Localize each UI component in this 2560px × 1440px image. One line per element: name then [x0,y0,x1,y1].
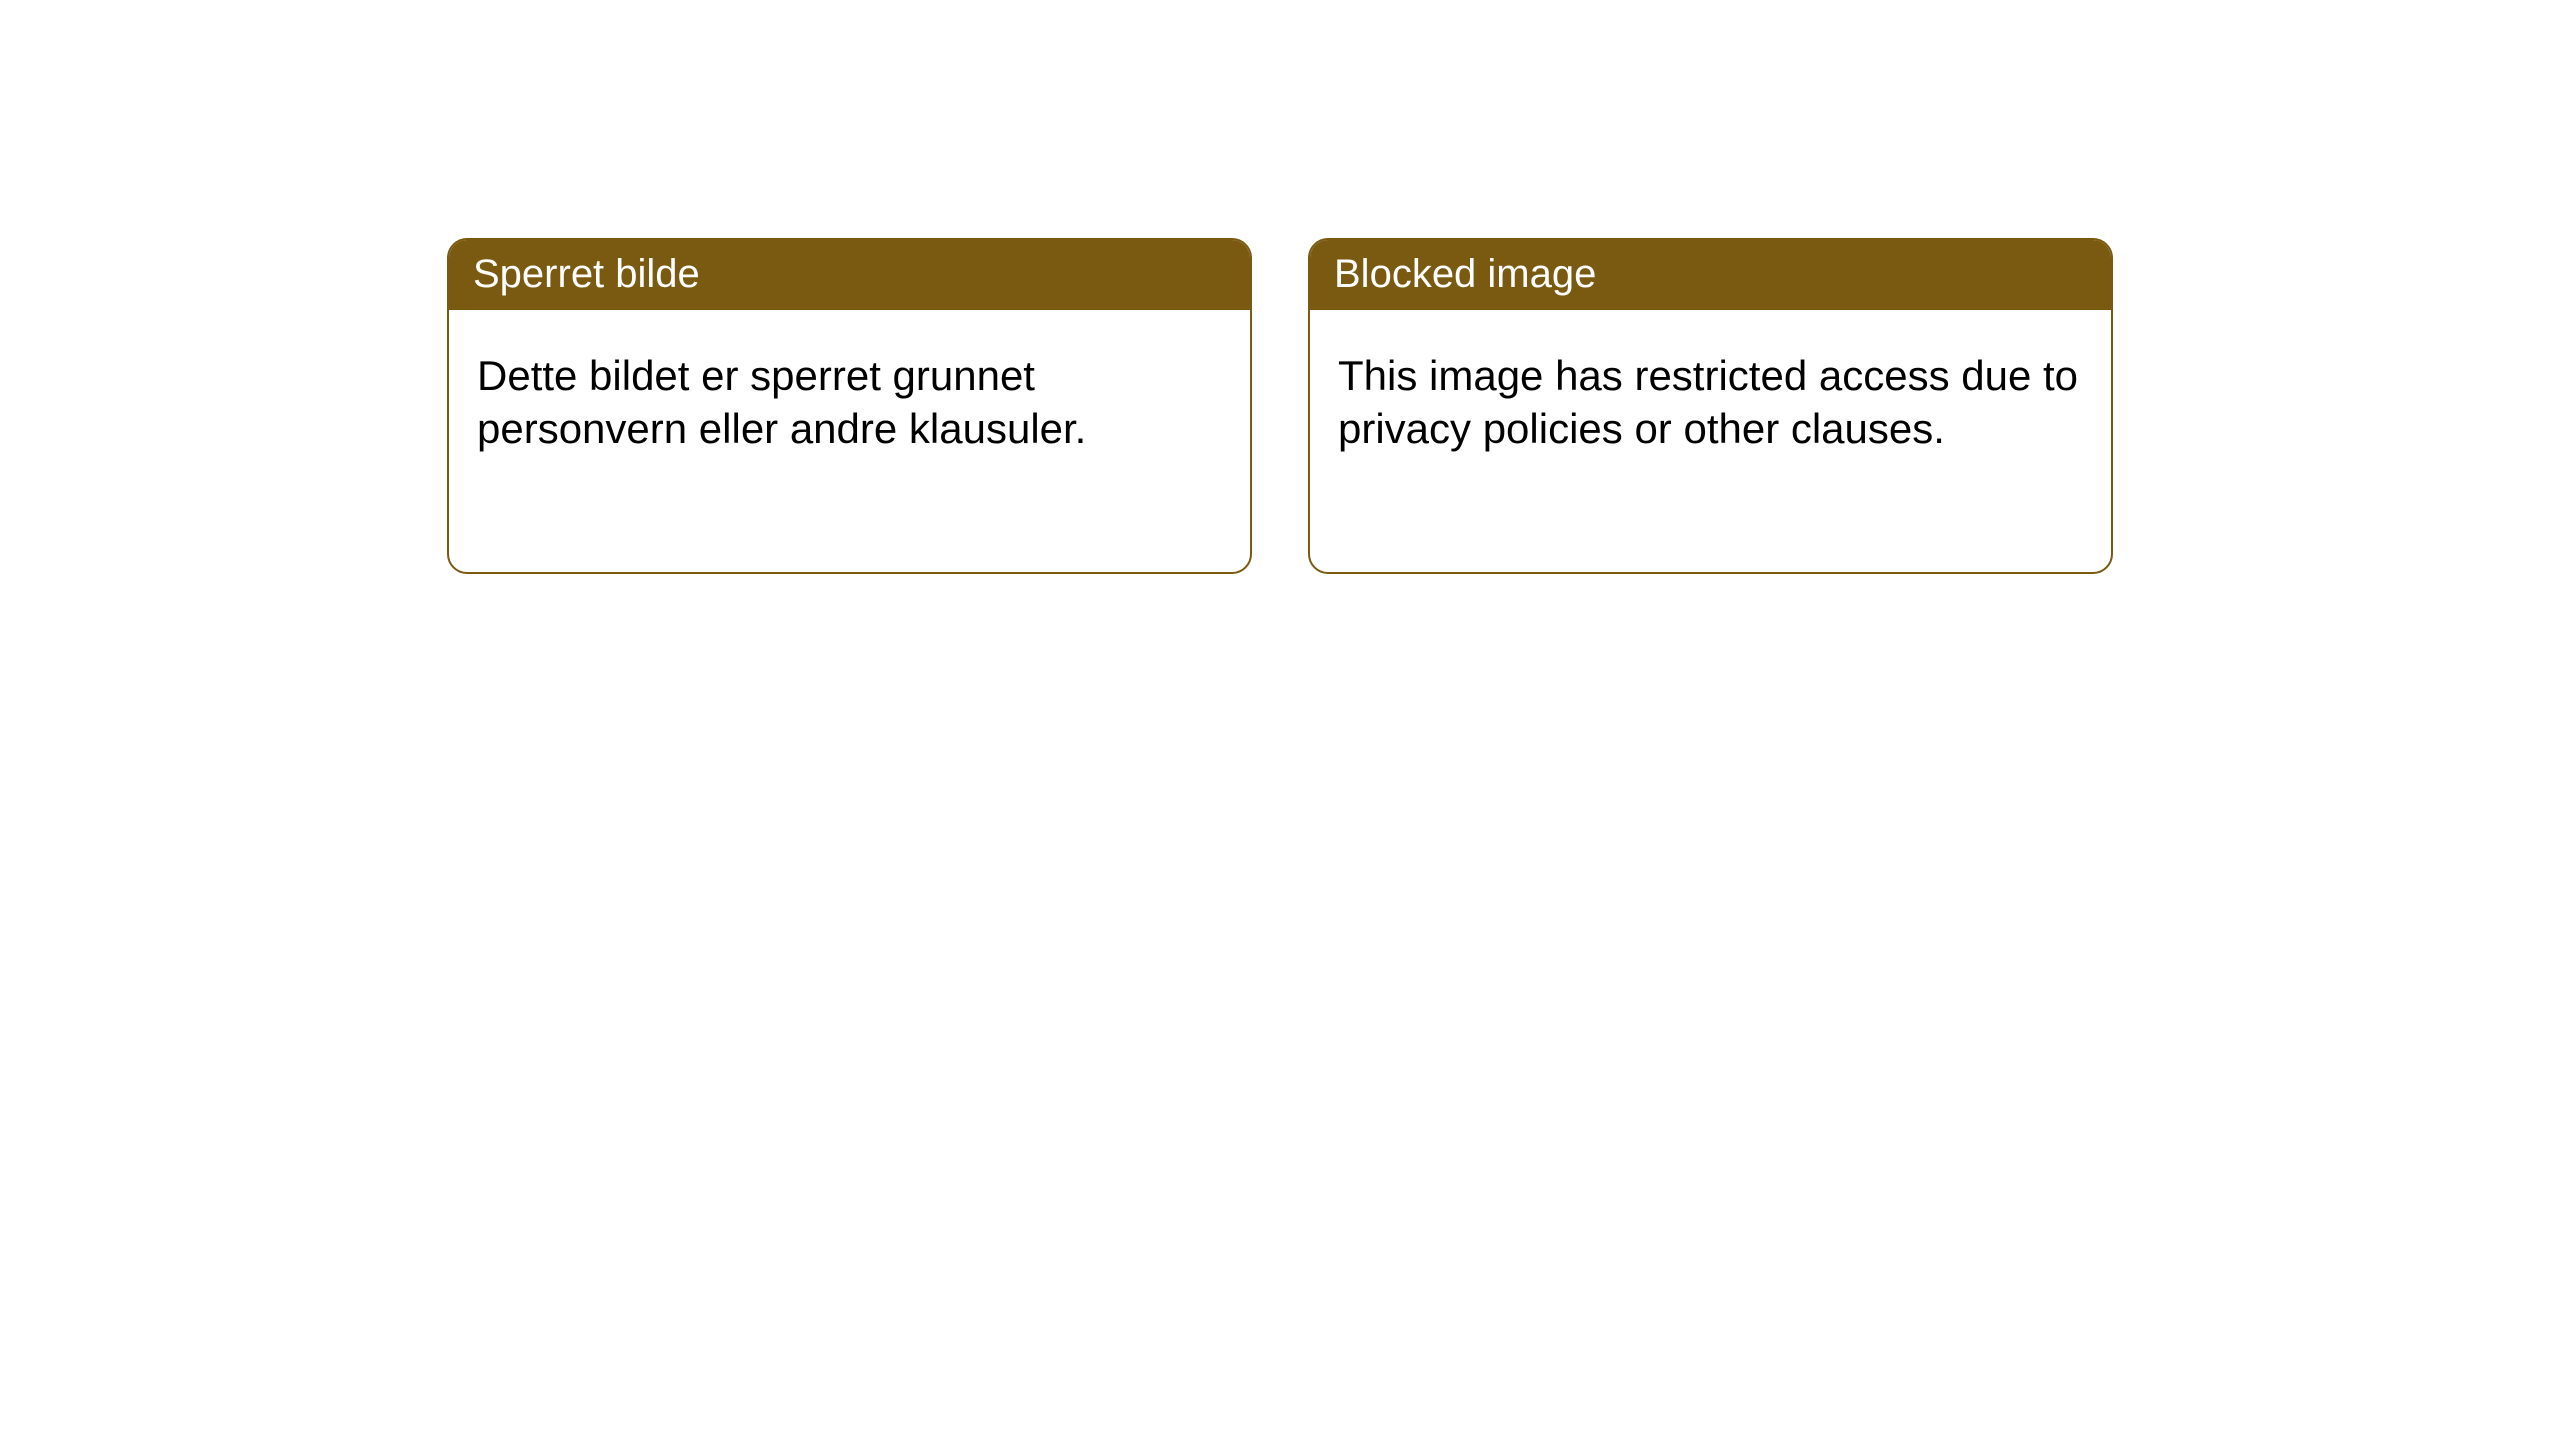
notice-header-norwegian: Sperret bilde [449,240,1250,310]
notice-header-english: Blocked image [1310,240,2111,310]
notice-body-english: This image has restricted access due to … [1310,310,2111,483]
notice-card-norwegian: Sperret bilde Dette bildet er sperret gr… [447,238,1252,574]
notice-card-english: Blocked image This image has restricted … [1308,238,2113,574]
notice-cards-container: Sperret bilde Dette bildet er sperret gr… [447,238,2560,574]
notice-body-norwegian: Dette bildet er sperret grunnet personve… [449,310,1250,483]
